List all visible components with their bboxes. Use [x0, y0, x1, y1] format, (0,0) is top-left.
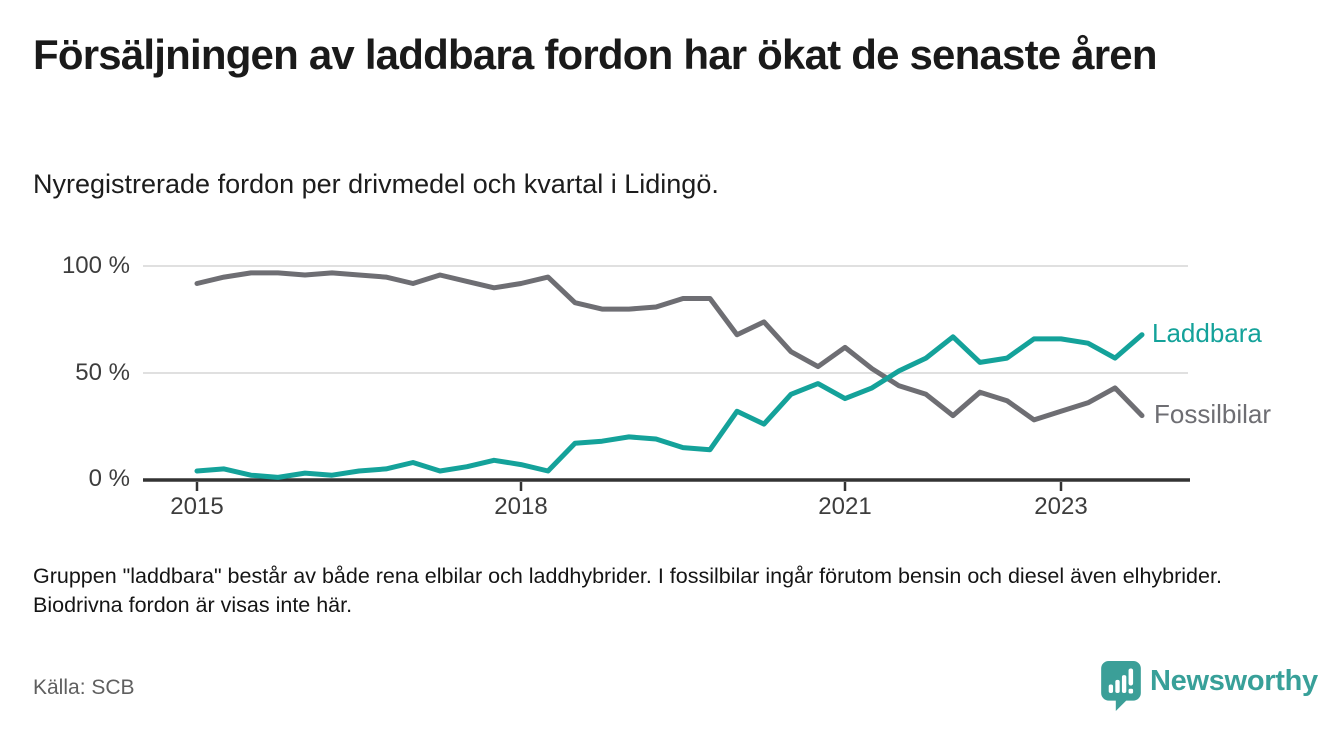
- series-line-laddbara: [194, 332, 1145, 480]
- x-axis-tick-2018: 2018: [494, 493, 548, 520]
- page-title: Försäljningen av laddbara fordon har öka…: [33, 31, 1158, 78]
- newsworthy-wordmark[interactable]: Newsworthy: [1150, 665, 1318, 697]
- y-axis-tick-100: 100 %: [61, 252, 130, 279]
- bar-chart-exclamation-glyph: [1108, 668, 1134, 694]
- newsworthy-logo-icon[interactable]: [1100, 660, 1142, 711]
- page-subtitle: Nyregistrerade fordon per drivmedel och …: [33, 169, 719, 199]
- x-axis-tick-2023: 2023: [1034, 493, 1088, 520]
- x-axis-tick-2015: 2015: [170, 493, 224, 520]
- footnote: Gruppen "laddbara" består av både rena e…: [33, 564, 1222, 617]
- series-line-fossilbilar: [194, 270, 1145, 423]
- series-label-fossilbilar: Fossilbilar: [1154, 399, 1272, 429]
- speech-bubble-pin: [1101, 660, 1141, 711]
- source-credit: Källa: SCB: [33, 676, 135, 699]
- y-axis-tick-0: 0 %: [88, 465, 130, 492]
- series-label-laddbara: Laddbara: [1152, 318, 1262, 348]
- x-axis-tick-2021: 2021: [818, 493, 872, 520]
- y-axis-tick-50: 50 %: [75, 359, 130, 386]
